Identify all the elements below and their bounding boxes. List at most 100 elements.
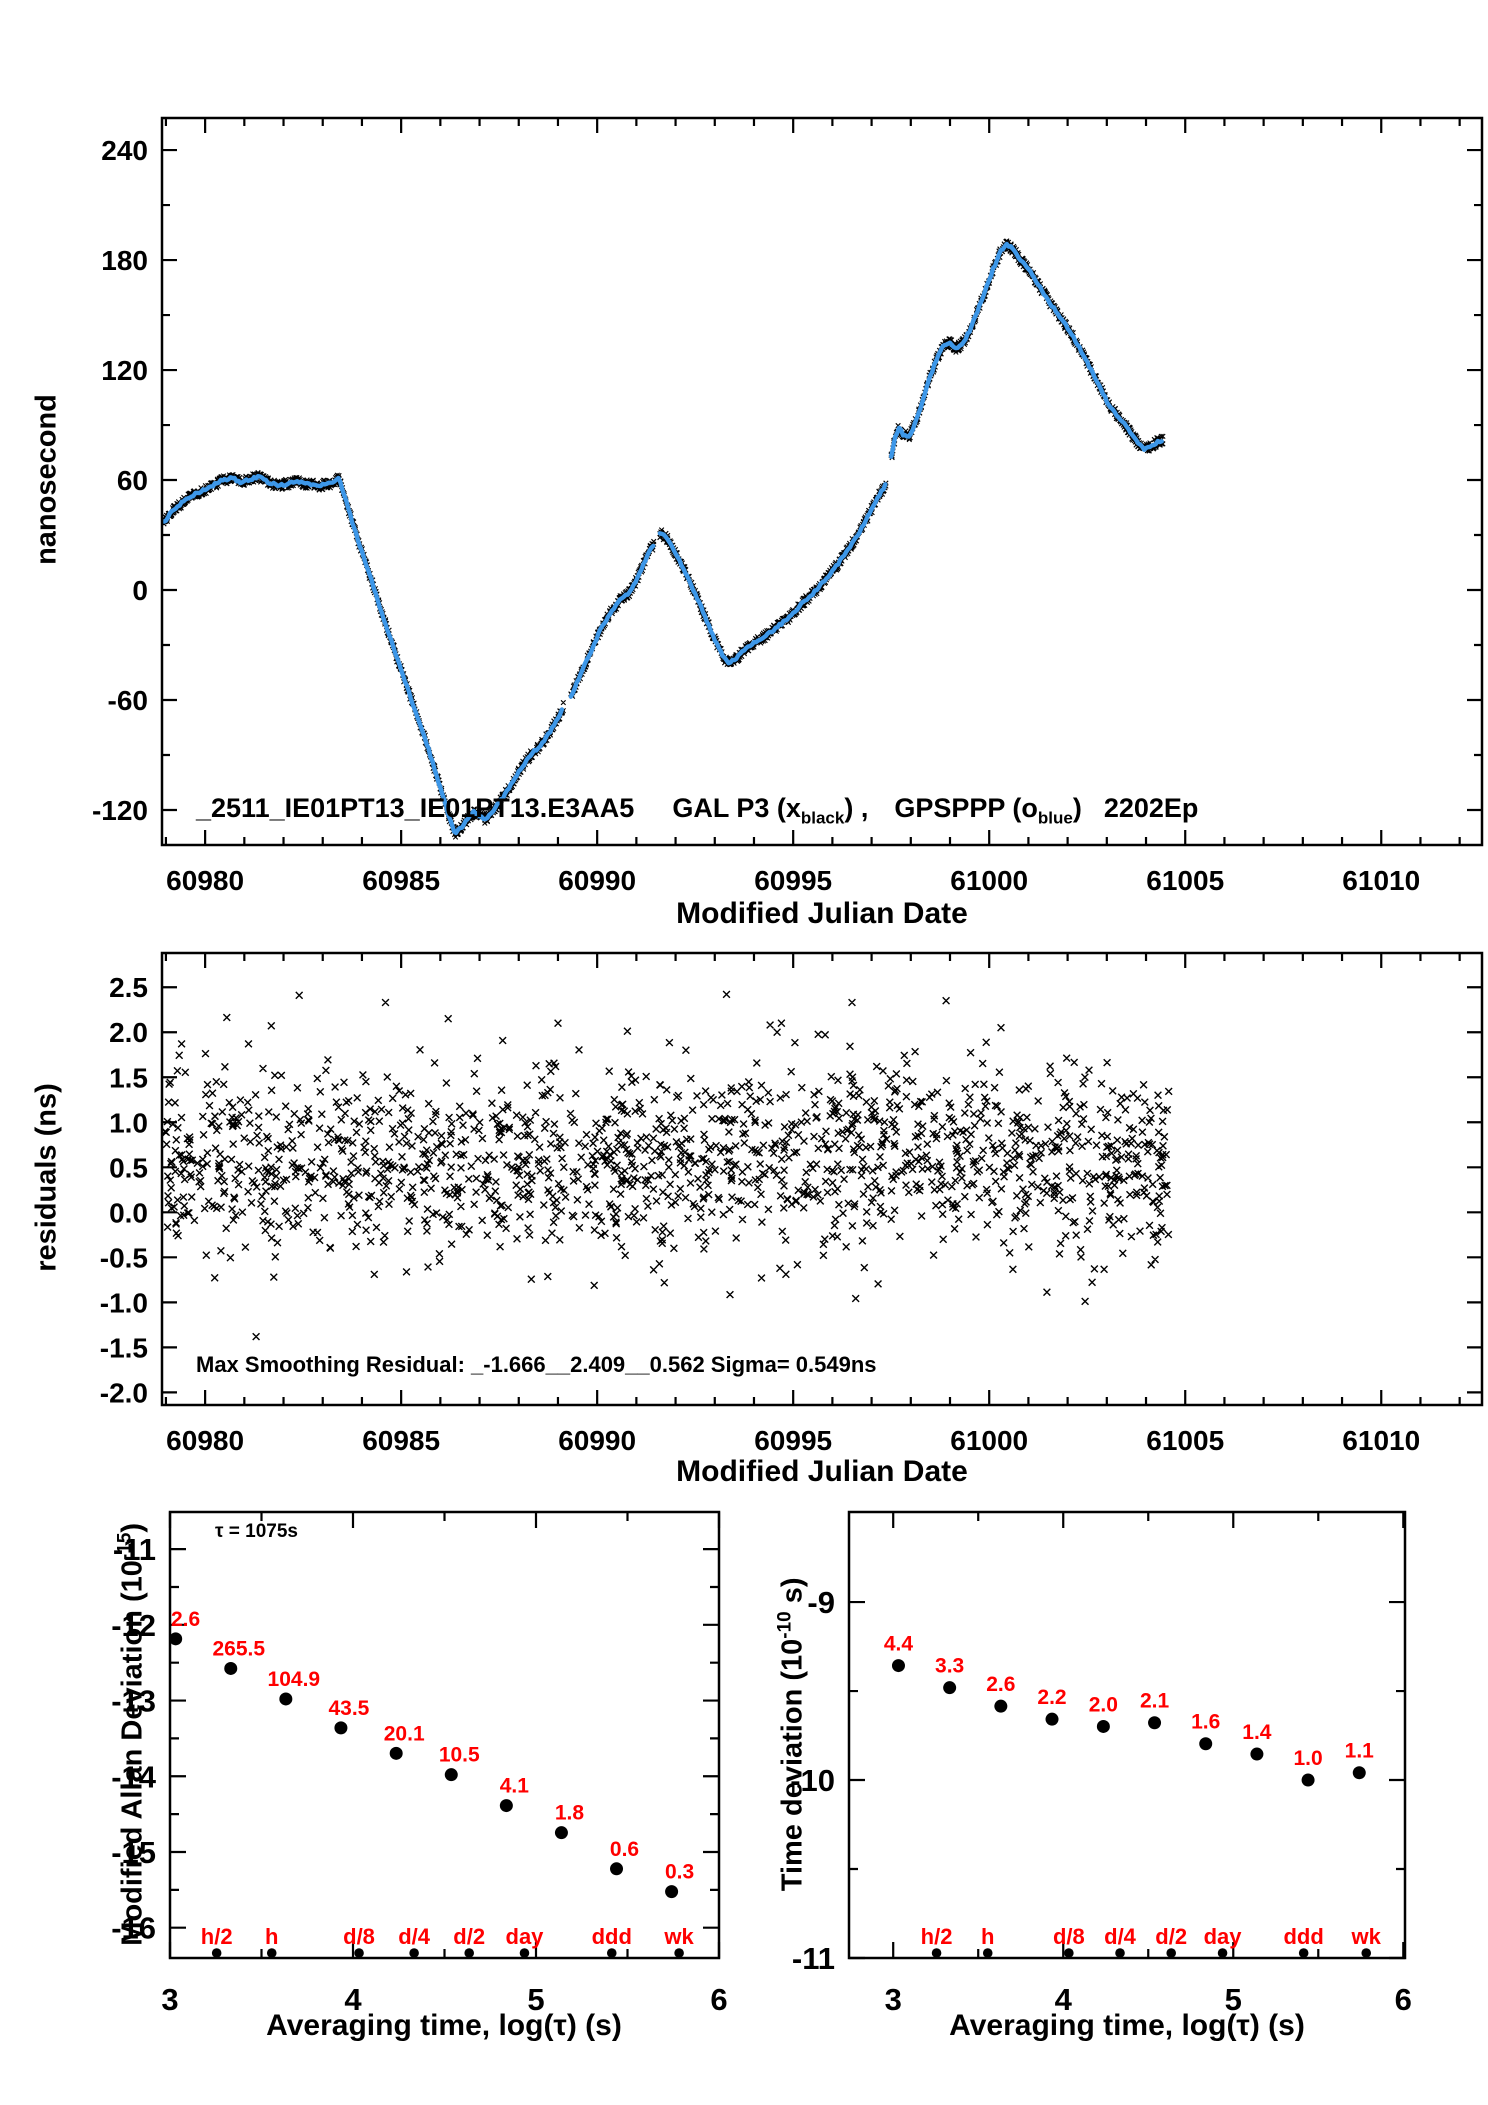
axis-ticks bbox=[162, 953, 1482, 1405]
mdev-tau-mark-label: h/2 bbox=[201, 1924, 233, 1949]
mdev-data-point bbox=[499, 1799, 513, 1813]
x-tick-label: 3 bbox=[885, 1982, 902, 2017]
tdev-chart: 3 4 5 6 -9 -10 -11 4.4 3.3 2.6 2.2 2.0 2.1 1.6 1.4 1.0 1… bbox=[790, 1510, 1412, 2017]
x-tick-label: 60985 bbox=[362, 865, 440, 896]
phase-series-annotation: _2511_IE01PT13_IE01PT13.E3AA5 GAL P3 (xbl… bbox=[196, 793, 1198, 828]
residuals-y-axis-title-text: residuals (ns) bbox=[30, 1083, 63, 1272]
phase-annotation-id: _2511_IE01PT13_IE01PT13.E3AA5 bbox=[196, 793, 635, 823]
mdev-value-label: 0.6 bbox=[610, 1838, 639, 1861]
tdev-value-label: 2.0 bbox=[1089, 1693, 1118, 1716]
tdev-tau-mark-label: ddd bbox=[1283, 1924, 1323, 1949]
x-tick-label: 60995 bbox=[754, 1425, 832, 1456]
tdev-tau-mark-label: d/4 bbox=[1104, 1924, 1137, 1949]
tdev-tau-mark-label: d/2 bbox=[1155, 1924, 1187, 1949]
mdev-value-label: 10.5 bbox=[439, 1744, 480, 1767]
mdev-y-axis-title-pre: Modified Allan Deviation (10 bbox=[116, 1560, 149, 1946]
tdev-value-label: 2.6 bbox=[986, 1673, 1015, 1696]
tdev-data-point bbox=[1250, 1747, 1264, 1761]
tdev-value-label: 4.4 bbox=[884, 1633, 914, 1656]
residuals-chart: 60980 60985 60990 60995 61000 61005 61010 2.5 2.… bbox=[100, 951, 1484, 1456]
phase-annotation-sub-black: black bbox=[800, 808, 845, 828]
y-tick-label: -120 bbox=[92, 795, 148, 826]
tdev-data-point bbox=[891, 1659, 905, 1673]
y-tick-label: -11 bbox=[113, 1532, 156, 1567]
y-tick-label: 60 bbox=[117, 465, 148, 496]
tdev-value-label: 1.6 bbox=[1191, 1711, 1220, 1734]
y-tick-label: 0.0 bbox=[109, 1197, 148, 1228]
tdev-value-label: 3.3 bbox=[935, 1655, 964, 1678]
tdev-y-axis-title-post: s) bbox=[776, 1577, 809, 1612]
tdev-tau-mark-label: h/2 bbox=[921, 1924, 953, 1949]
mdev-data-point bbox=[665, 1885, 679, 1899]
tdev-x-axis-title: Averaging time, log(τ) (s) bbox=[949, 2009, 1305, 2042]
phase-y-axis-title: nanosecond bbox=[31, 230, 64, 730]
tdev-tau-mark-dot bbox=[1361, 1948, 1372, 1958]
mdev-value-label: 4.1 bbox=[500, 1775, 530, 1798]
tdev-tau-mark-label: d/8 bbox=[1053, 1924, 1085, 1949]
y-tick-label: -0.5 bbox=[100, 1242, 148, 1273]
y-tick-label: -16 bbox=[111, 1911, 156, 1946]
mdev-tau-mark-label: d/4 bbox=[398, 1924, 431, 1949]
y-tick-label: -1.5 bbox=[100, 1332, 148, 1363]
mdev-value-label: 43.5 bbox=[328, 1697, 369, 1720]
tdev-tau-mark-dot bbox=[1217, 1948, 1228, 1958]
mdev-tau-mark-dot bbox=[606, 1948, 617, 1958]
gpsppp-o-markers bbox=[568, 543, 656, 699]
tdev-y-axis-title-sup: -10 bbox=[774, 1611, 796, 1639]
y-tick-label: -1.0 bbox=[100, 1287, 148, 1318]
tdev-tau-mark-dot bbox=[982, 1948, 993, 1958]
phase-annotation-gal: GAL P3 (x bbox=[672, 793, 801, 823]
tdev-data-point bbox=[994, 1699, 1008, 1713]
mdev-tau-mark-dot bbox=[354, 1948, 364, 1958]
tdev-tau-mark-dot bbox=[1166, 1948, 1177, 1958]
phase-annotation-sub-blue: blue bbox=[1037, 808, 1073, 828]
y-tick-label: -2.0 bbox=[100, 1377, 148, 1408]
tdev-data-point bbox=[1199, 1737, 1213, 1751]
x-tick-label: 61010 bbox=[1342, 865, 1420, 896]
mdev-tau-mark-dot bbox=[674, 1948, 684, 1958]
y-tick-label: -11 bbox=[792, 1941, 835, 1976]
tdev-value-label: 1.0 bbox=[1293, 1747, 1322, 1770]
x-tick-label: 4 bbox=[344, 1982, 362, 2017]
gal-p3-x-markers bbox=[161, 238, 1166, 840]
mdev-value-label: 2.6 bbox=[171, 1608, 200, 1631]
mdev-data-point bbox=[279, 1692, 293, 1706]
gpsppp-o-markers bbox=[889, 241, 1164, 459]
mdev-y-axis-title-sup: -15 bbox=[114, 1532, 136, 1561]
mdev-data-point bbox=[610, 1862, 624, 1876]
plot-frame bbox=[160, 116, 1484, 847]
y-tick-label: 2.0 bbox=[109, 1017, 148, 1048]
phase-annotation-gps: GPSPPP (o bbox=[894, 793, 1038, 823]
tdev-value-label: 2.1 bbox=[1140, 1690, 1170, 1713]
tdev-y-axis-title-pre: Time deviation (10 bbox=[776, 1638, 809, 1892]
mdev-data-point bbox=[224, 1661, 238, 1675]
y-tick-label: -14 bbox=[111, 1759, 157, 1794]
y-tick-label: 120 bbox=[101, 355, 148, 386]
x-tick-label: 61010 bbox=[1342, 1425, 1420, 1456]
mdev-value-label: 1.8 bbox=[555, 1802, 585, 1825]
y-tick-label: -9 bbox=[807, 1585, 835, 1620]
tdev-value-label: 1.4 bbox=[1242, 1721, 1272, 1744]
tdev-value-label: 1.1 bbox=[1345, 1740, 1375, 1763]
mdev-y-axis-title-post: ) bbox=[116, 1522, 149, 1533]
x-tick-label: 60995 bbox=[754, 865, 832, 896]
residuals-annotation: Max Smoothing Residual: _-1.666__2.409__… bbox=[196, 1352, 877, 1377]
y-tick-label: 1.0 bbox=[109, 1107, 148, 1138]
mdev-value-label: 0.3 bbox=[665, 1861, 694, 1884]
phase-annotation-close1: ) , bbox=[844, 793, 869, 823]
y-tick-label: 0.5 bbox=[109, 1152, 148, 1183]
x-tick-label: 61005 bbox=[1146, 865, 1224, 896]
tdev-data-point bbox=[1045, 1712, 1059, 1726]
x-tick-label: 61005 bbox=[1146, 1425, 1224, 1456]
mdev-tau-mark-label: d/8 bbox=[343, 1924, 375, 1949]
x-tick-label: 4 bbox=[1055, 1982, 1073, 2017]
x-tick-label: 60990 bbox=[558, 865, 636, 896]
tdev-tau-mark-dot bbox=[1064, 1948, 1074, 1958]
tdev-tau-mark-dot bbox=[931, 1948, 942, 1958]
mdev-data-point bbox=[554, 1826, 568, 1840]
mdev-tau-mark-dot bbox=[464, 1948, 475, 1958]
gpsppp-o-markers bbox=[161, 473, 565, 836]
